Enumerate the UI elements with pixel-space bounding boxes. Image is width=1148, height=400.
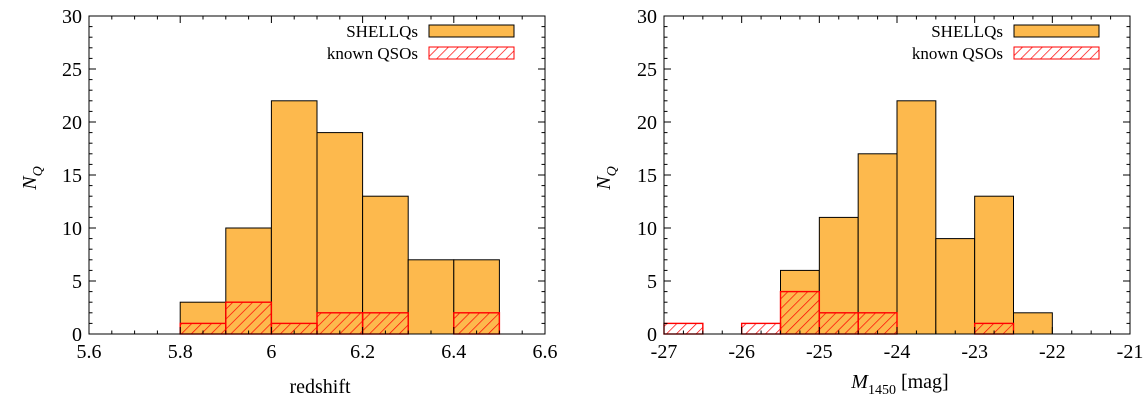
bars-group [179,100,501,335]
legend-label-shellqs: SHELLQs [346,22,418,41]
x-tick-label: -25 [806,341,833,363]
y-tick-label: 10 [637,218,657,240]
x-axis-label: M1450 [mag] [850,371,948,398]
shellqs-bar-2 [270,100,318,335]
magnitude-histogram-panel: -27 -26 -25 -24 -23 -22 -21 0 5 10 15 20 25 30 SHELLQ… [593,6,1143,398]
shellqs-bar-4 [935,238,976,335]
x-tick-label: 6 [266,341,276,363]
y-tick-label: 25 [62,59,82,81]
x-tick-label: -23 [961,341,988,363]
shellqs-bar-3 [316,132,364,335]
x-tick-label: 6.6 [533,341,558,363]
known-qso-bar-2 [779,290,821,335]
y-axis-label: NQ [19,166,46,190]
shellqs-bar-5 [407,259,455,335]
y-tick-label: 15 [62,165,82,187]
x-tick-label: -26 [728,341,755,363]
y-tick-label: 30 [637,6,657,28]
legend-swatch-known-qsos [1013,46,1100,60]
x-axis-label: redshift [289,376,351,398]
x-tick-label: -24 [884,341,911,363]
x-tick-label: -21 [1117,341,1144,363]
x-tick-label: -27 [651,341,678,363]
legend-label-shellqs: SHELLQs [931,22,1003,41]
y-tick-label: 30 [62,6,82,28]
y-tick-label: 5 [72,271,82,293]
legend-label-known-qsos: known QSOs [912,44,1003,63]
shellqs-bar-3 [896,100,937,335]
shellqs-bar-5 [974,195,1015,335]
x-tick-label: 5.8 [168,341,193,363]
y-tick-label: 10 [62,218,82,240]
legend-swatch-known-qsos [428,46,515,60]
y-tick-label: 0 [72,324,82,346]
x-tick-label: 6.2 [350,341,375,363]
x-tick-label: 6.4 [441,341,466,363]
known-qso-bar-1 [225,301,273,335]
y-tick-label: 0 [647,324,657,346]
shellqs-bar-2 [857,153,898,335]
legend-label-known-qsos: known QSOs [327,44,418,63]
shellqs-bar-4 [362,195,409,335]
redshift-histogram-panel: 5.6 5.8 6 6.2 6.4 6.6 0 5 10 15 20 25 30 SHELLQs kno… [19,6,558,398]
y-tick-label: 15 [637,165,657,187]
legend: SHELLQs known QSOs [327,22,515,63]
x-tick-label: 5.6 [77,341,102,363]
bars-group [663,100,1053,335]
y-tick-label: 20 [62,112,82,134]
y-tick-label: 25 [637,59,657,81]
y-tick-label: 5 [647,271,657,293]
ticks-group: -27 -26 -25 -24 -23 -22 -21 0 5 10 15 20 25 30 [637,6,1143,363]
y-tick-label: 20 [637,112,657,134]
ticks-group: 5.6 5.8 6 6.2 6.4 6.6 0 5 10 15 20 25 30 [62,6,558,363]
x-tick-label: -22 [1039,341,1066,363]
legend-swatch-shellqs [1013,24,1100,38]
y-axis-label: NQ [593,166,620,190]
legend: SHELLQs known QSOs [912,22,1100,63]
legend-swatch-shellqs [428,24,515,38]
